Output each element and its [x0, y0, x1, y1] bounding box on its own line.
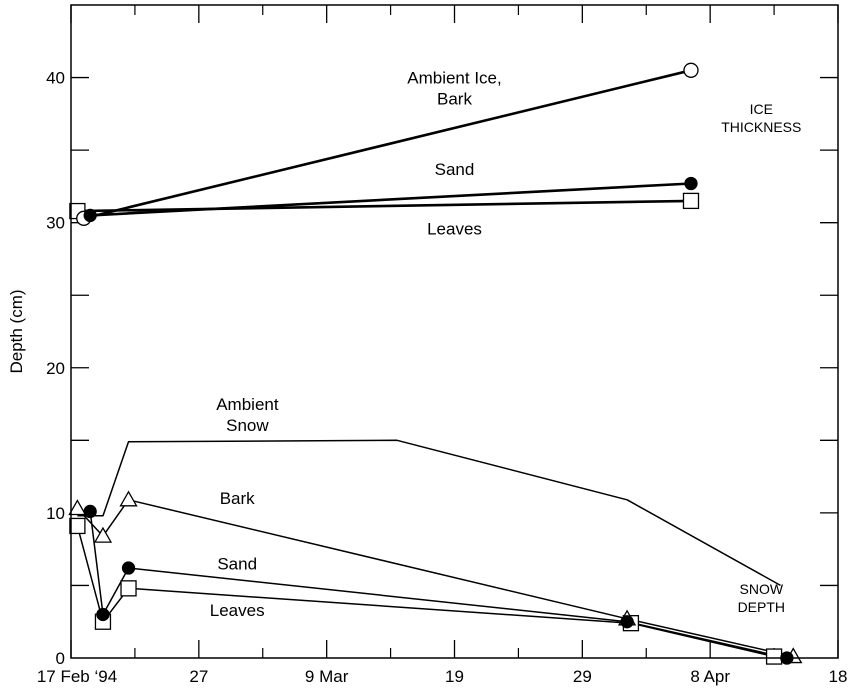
- series-line-ice-ambient-ice-bark: [83, 69, 692, 220]
- marker-open-square: [120, 580, 137, 597]
- y-tick-label: 0: [56, 649, 65, 668]
- marker-open-triangle: [68, 499, 87, 516]
- series-lines: [76, 69, 794, 659]
- series-markers: [68, 62, 803, 665]
- y-tick-label: 20: [46, 359, 65, 378]
- annotation-leaves-snow: Leaves: [210, 601, 265, 620]
- marker-filled-circle: [83, 208, 97, 223]
- series-line-snow-ambient-snow: [77, 439, 781, 587]
- marker-filled-circle: [83, 504, 97, 519]
- y-axis-title: Depth (cm): [7, 289, 26, 373]
- y-tick-label: 40: [46, 69, 65, 88]
- marker-filled-circle: [96, 607, 110, 622]
- annotation-bark-snow: Bark: [220, 489, 255, 508]
- annotation-sand-snow: Sand: [217, 554, 257, 573]
- marker-open-square: [69, 517, 86, 535]
- marker-filled-circle: [121, 561, 136, 575]
- annotation-ice-thickness: ICE: [750, 101, 773, 117]
- plot-frame: [70, 4, 839, 659]
- annotation-ambient-ice-bark: Ambient Ice,: [407, 68, 502, 87]
- x-tick-label: 8 Apr: [690, 667, 730, 686]
- x-tick-labels: 17 Feb ‘94 27 9 Mar 19 29 8 Apr 18: [37, 667, 848, 686]
- annotation-sand-ice: Sand: [435, 160, 475, 179]
- y-tick-label: 10: [46, 504, 65, 523]
- annotation-snow-depth: SNOW: [740, 581, 784, 597]
- y-tick-label: 30: [46, 214, 65, 233]
- x-tick-label: 27: [189, 667, 208, 686]
- series-line-ice-leaves: [77, 199, 692, 213]
- annotation-ambient-snow: Snow: [226, 416, 269, 435]
- x-tick-label: 29: [573, 667, 592, 686]
- marker-open-square: [682, 192, 700, 210]
- marker-open-circle: [683, 62, 699, 78]
- x-tick-label: 18: [829, 667, 848, 686]
- marker-open-triangle: [93, 526, 113, 543]
- annotation-ambient-ice-bark: Bark: [437, 89, 472, 108]
- x-tick-label: 9 Mar: [305, 667, 349, 686]
- annotation-ambient-snow: Ambient: [216, 395, 279, 414]
- x-tick-label: 17 Feb ‘94: [37, 667, 117, 686]
- series-line-snow-bark: [76, 499, 794, 658]
- marker-filled-circle: [620, 615, 634, 629]
- series-line-snow-sand: [89, 511, 788, 659]
- chart-annotations: Ambient Ice, Bark Sand Leaves ICE THICKNESS Am…: [210, 68, 802, 620]
- x-tick-label: 19: [445, 667, 464, 686]
- series-line-snow-leaves: [76, 525, 775, 658]
- marker-open-triangle: [119, 490, 138, 507]
- y-tick-labels: 0 10 20 30 40: [46, 69, 65, 668]
- annotation-ice-thickness: THICKNESS: [721, 119, 801, 135]
- annotation-snow-depth: DEPTH: [738, 599, 785, 615]
- marker-open-square: [765, 648, 783, 665]
- annotation-leaves-ice: Leaves: [427, 219, 482, 238]
- marker-filled-circle: [684, 176, 698, 191]
